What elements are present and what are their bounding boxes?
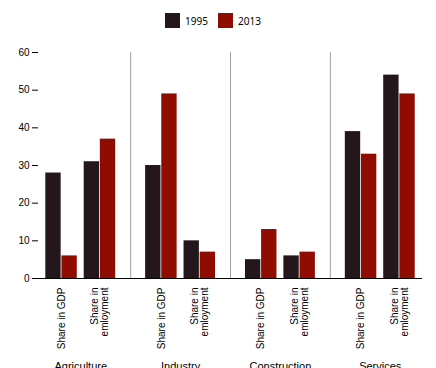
- svg-text:30: 30: [18, 160, 30, 171]
- svg-text:Share in GDP: Share in GDP: [355, 287, 366, 349]
- html-text:1995: 1995: [185, 13, 208, 28]
- svg-text:Share inemloyment: Share inemloyment: [389, 287, 410, 336]
- svg-text:0: 0: [24, 273, 30, 284]
- svg-text:Share in GDP: Share in GDP: [56, 287, 67, 349]
- svg-text:10: 10: [18, 235, 30, 246]
- svg-text:40: 40: [18, 122, 30, 133]
- svg-text:Agriculture: Agriculture: [54, 360, 107, 368]
- html-text:2013: 2013: [238, 13, 261, 28]
- svg-text:Share inemloyment: Share inemloyment: [89, 287, 110, 336]
- svg-text:Industry: Industry: [161, 360, 201, 368]
- svg-text:20: 20: [18, 197, 30, 208]
- svg-text:Share inemloyment: Share inemloyment: [289, 287, 310, 336]
- svg-text:Construction: Construction: [250, 360, 312, 368]
- svg-text:Share in GDP: Share in GDP: [255, 287, 266, 349]
- svg-text:Share inemloyment: Share inemloyment: [189, 287, 210, 336]
- svg-text:60: 60: [18, 47, 30, 58]
- svg-text:50: 50: [18, 84, 30, 95]
- svg-text:Share in GDP: Share in GDP: [156, 287, 167, 349]
- svg-text:Services: Services: [359, 360, 402, 368]
